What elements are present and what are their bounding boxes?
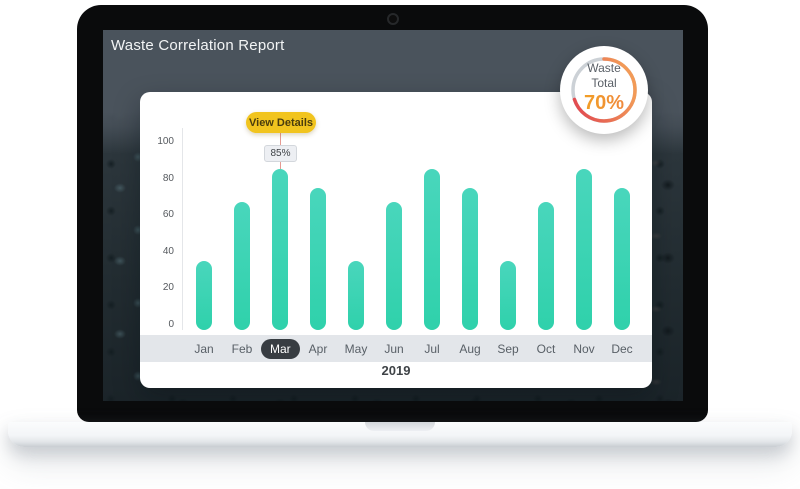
view-details-button[interactable]: View Details — [246, 112, 316, 133]
y-axis-tick-100: 100 — [157, 136, 174, 147]
month-label-jan[interactable]: Jan — [194, 341, 214, 356]
chart-bar-oct[interactable] — [538, 202, 554, 330]
plot-area: View Details 85% 0 20 40 60 80 100 — [140, 92, 652, 335]
webcam-icon — [386, 13, 399, 25]
month-label-apr[interactable]: Apr — [308, 341, 328, 356]
page-title: Waste Correlation Report — [111, 37, 285, 54]
chart-bar-aug[interactable] — [462, 187, 478, 330]
y-axis-tick-40: 40 — [162, 245, 174, 257]
x-axis-year-label: 2019 — [381, 363, 411, 378]
waste-total-badge: Waste Total 70% — [560, 46, 648, 134]
chart-bar-may[interactable] — [348, 260, 364, 330]
month-label-oct[interactable]: Oct — [536, 341, 556, 356]
month-label-aug[interactable]: Aug — [459, 341, 481, 356]
laptop-screen: Waste Correlation Report View Details 85… — [103, 30, 683, 401]
chart-bar-jan[interactable] — [196, 260, 212, 330]
report-card: View Details 85% 0 20 40 60 80 100 Jan Feb Mar A… — [140, 92, 652, 388]
badge-label-line1: Waste — [587, 61, 621, 75]
laptop-base — [8, 422, 792, 447]
month-label-may[interactable]: May — [344, 341, 368, 356]
month-label-feb[interactable]: Feb — [231, 341, 253, 356]
month-axis: Jan Feb Mar Apr May Jun Jul Aug Sep Oct Nov Dec — [140, 335, 652, 362]
badge-percent-value: 70% — [560, 91, 648, 115]
laptop-frame: Waste Correlation Report View Details 85… — [77, 5, 708, 422]
chart-bar-dec[interactable] — [614, 187, 630, 330]
progress-ring-icon — [571, 57, 637, 123]
badge-label-line2: Total — [591, 76, 617, 90]
chart-bar-jun[interactable] — [386, 202, 402, 330]
month-label-nov[interactable]: Nov — [573, 341, 595, 356]
chart-bar-nov[interactable] — [576, 169, 592, 330]
month-label-jul[interactable]: Jul — [424, 341, 440, 356]
chart-bar-sep[interactable] — [500, 260, 516, 330]
y-axis-tick-0: 0 — [168, 319, 174, 330]
y-axis-tick-80: 80 — [162, 172, 174, 184]
bar-value-callout: 85% — [264, 145, 297, 162]
y-axis-tick-60: 60 — [162, 209, 174, 221]
chart-bar-jul[interactable] — [424, 169, 440, 330]
badge-text: Waste Total 70% — [560, 61, 648, 115]
month-label-mar[interactable]: Mar — [261, 338, 300, 359]
month-label-jun[interactable]: Jun — [384, 341, 404, 356]
chart-bar-mar[interactable] — [272, 169, 288, 330]
chart-bar-feb[interactable] — [234, 202, 250, 330]
laptop-base-notch — [365, 422, 435, 431]
month-label-sep[interactable]: Sep — [497, 341, 519, 356]
y-axis-tick-20: 20 — [162, 282, 174, 294]
chart-bar-apr[interactable] — [310, 187, 326, 330]
y-axis-line — [182, 128, 183, 330]
month-label-dec[interactable]: Dec — [611, 341, 633, 356]
